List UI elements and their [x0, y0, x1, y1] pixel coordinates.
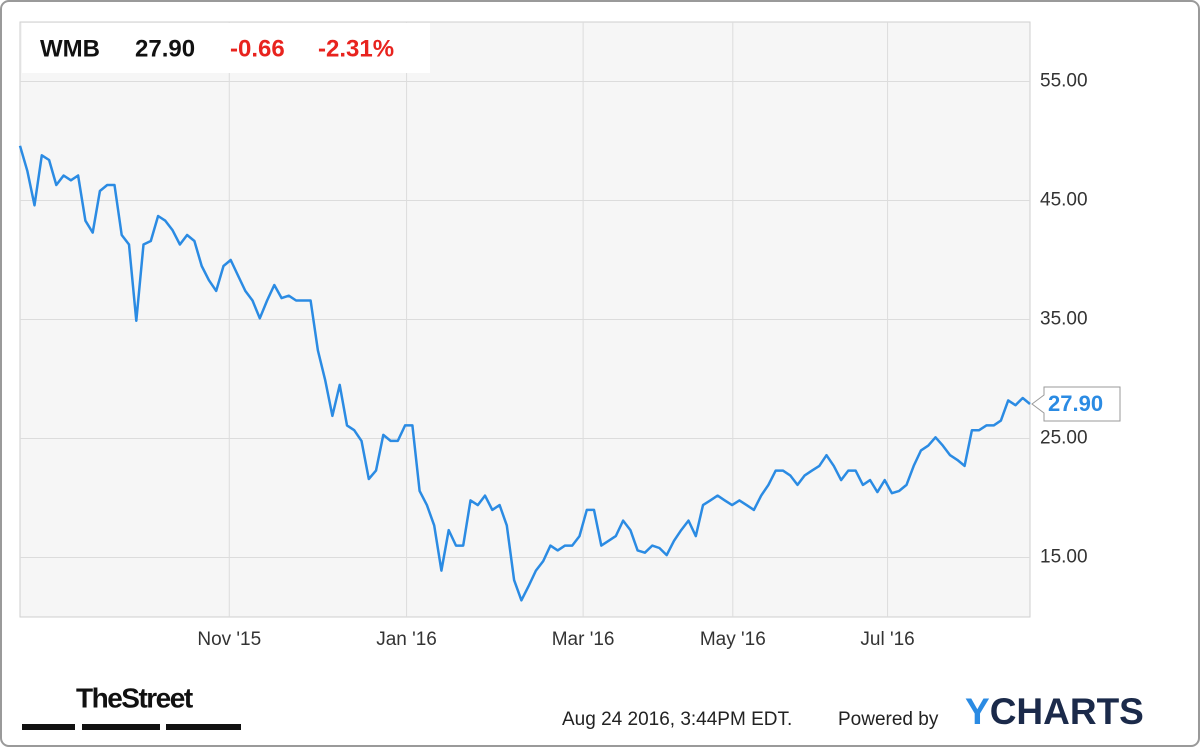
y-tick-label: 35.00 [1040, 309, 1088, 330]
powered-by: Powered by [838, 709, 939, 730]
timestamp: Aug 24 2016, 3:44PM EDT. [562, 709, 792, 730]
x-tick-label: Mar '16 [552, 629, 615, 650]
x-tick-label: May '16 [700, 629, 766, 650]
x-tick-label: Jan '16 [376, 629, 437, 650]
price-line [18, 145, 1031, 602]
ticker: WMB [40, 35, 100, 62]
brand-logo: YCHARTS [965, 691, 1144, 732]
grid [20, 22, 1030, 617]
x-tick-label: Jul '16 [860, 629, 914, 650]
change-percent: -2.31% [318, 35, 394, 62]
y-tick-label: 45.00 [1040, 190, 1088, 211]
y-tick-label: 55.00 [1040, 71, 1088, 92]
plot [18, 145, 1031, 602]
source-logo: TheStreet [76, 682, 193, 713]
y-tick-label: 15.00 [1040, 547, 1088, 568]
price: 27.90 [135, 35, 195, 62]
quote-box [22, 23, 430, 73]
logo-bar [82, 724, 160, 730]
x-tick-label: Nov '15 [197, 629, 261, 650]
logo-bar [22, 724, 75, 730]
logo-bar [166, 724, 241, 730]
last-value-label: 27.90 [1048, 391, 1103, 416]
y-tick-label: 25.00 [1040, 428, 1088, 449]
last-value-box [1031, 386, 1121, 422]
change: -0.66 [230, 35, 285, 62]
